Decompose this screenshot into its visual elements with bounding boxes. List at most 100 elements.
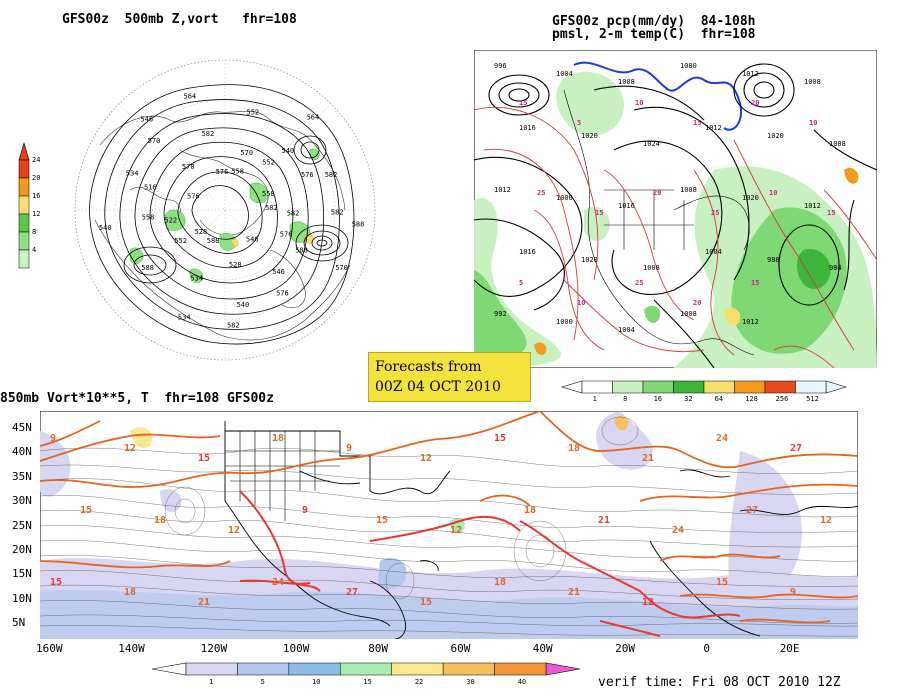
polar-contour-label: 540 [99, 224, 112, 232]
polar-contour-label: 588 [352, 221, 365, 229]
polar-contour-label: 540 [237, 301, 250, 309]
precip-temp-label: 15 [595, 209, 603, 217]
polar-contour-label: 588 [207, 237, 220, 245]
precip-colorbar-swatch [764, 380, 796, 394]
polar-contour-label: 588 [141, 264, 154, 272]
vort850-lat-label: 15N [12, 567, 32, 581]
precip-isobar-label: 1016 [519, 124, 536, 132]
precip-isobar-label: 1004 [618, 326, 635, 334]
polar-contour-label: 522 [165, 216, 178, 224]
polar-contour-label: 564 [307, 113, 320, 121]
polar-contour-label: 516 [144, 184, 157, 192]
precip-temp-labels: 15 5 10 15 20 10 25 15 20 25 10 15 5 10 25 20 15 [519, 99, 835, 307]
precip-colorbar-swatch [734, 380, 766, 394]
vort850-temp-label: 21 [568, 587, 580, 598]
precip-temp-label: 20 [693, 299, 701, 307]
vort850-temp-label: 21 [598, 515, 610, 526]
vort850-map: 9 12 15 18 9 12 15 18 21 24 27 15 18 12 9 15 12 18 21 24 27 1… [40, 411, 858, 639]
precip-isobar-label: 1004 [705, 248, 722, 256]
vort850-temp-label: 15 [376, 515, 388, 526]
vort850-temp-label: 9 [346, 443, 352, 454]
vort850-temp-label: 21 [198, 597, 210, 608]
vort850-lon-label: 20W [615, 642, 635, 655]
vort850-colorbar: 1 5 10 15 22 30 40 [151, 662, 581, 686]
vort850-temp-label: 12 [450, 525, 462, 536]
polar-contour-label: 582 [265, 204, 278, 212]
precip-isobar-label: 1020 [742, 194, 759, 202]
precip-temp-label: 15 [519, 99, 527, 107]
vort850-temp-label: 18 [524, 505, 536, 516]
polar-contour-labels: 5825765465405345285225165705645585525765… [99, 93, 364, 330]
vort850-temp-label: 15 [494, 433, 506, 444]
polar-contour-label: 570 [240, 149, 253, 157]
precip-colorbar-label: 1 [593, 395, 597, 402]
vort850-temp-label: 18 [154, 515, 166, 526]
vort850-temp-label: 21 [642, 453, 654, 464]
vort850-lat-label: 10N [12, 591, 32, 605]
precip-colorbar-swatch [795, 380, 827, 394]
precip-colorbar-swatch [612, 380, 644, 394]
vort850-lat-label: 30N [12, 494, 32, 508]
precip-isobar-label: 1004 [556, 70, 573, 78]
precip-isobar-labels: 9961004100810801012100810161020102410121… [494, 62, 846, 334]
precip-colorbar-left-arrow [560, 380, 583, 394]
polar-outer-circle [74, 59, 376, 361]
polar-map: 5825765465405345285225165705645585525765… [74, 59, 376, 361]
vort850-temp-label: 24 [672, 525, 684, 536]
polar-colorbar-label: 12 [32, 210, 40, 218]
polar-colorbar-label: 4 [32, 246, 36, 254]
polar-contour-label: 534 [190, 274, 203, 282]
precip-isobar-label: 1008 [804, 78, 821, 86]
precip-isobar-label: 1008 [680, 310, 697, 318]
polar-contour-label: 558 [262, 190, 275, 198]
precip-isobar-label: 1020 [581, 132, 598, 140]
polar-contour-label: 576 [216, 168, 229, 176]
vort850-temp-label: 15 [716, 577, 728, 588]
polar-colorbar-swatch [18, 213, 30, 233]
precip-temp-label: 15 [693, 119, 701, 127]
vort850-temp-label: 18 [494, 577, 506, 588]
polar-contour-label: 552 [262, 158, 275, 166]
precip-colorbar-label: 256 [776, 395, 789, 402]
polar-colorbar-label: 8 [32, 228, 36, 236]
vort850-colorbar-label: 22 [415, 678, 423, 686]
polar-lat-circle [154, 139, 296, 281]
polar-contour-label: 576 [280, 231, 293, 239]
vort850-colorbar-swatch [237, 662, 290, 676]
vort850-temp-label: 15 [420, 597, 432, 608]
polar-contour-label: 582 [227, 322, 240, 330]
polar-contour-label: 546 [140, 116, 153, 124]
vort850-isotherms-red [239, 490, 741, 637]
vort850-temp-label: 27 [790, 443, 802, 454]
precip-temp-label: 5 [577, 119, 581, 127]
precip-isobar-label: 1000 [556, 194, 573, 202]
vort850-temp-label: 15 [80, 505, 92, 516]
precip-isobar-label: 1016 [519, 248, 536, 256]
vort850-colorbar-label: 15 [363, 678, 371, 686]
vort850-lon-label: 60W [450, 642, 471, 655]
vort850-colorbar-swatch [391, 662, 444, 676]
polar-contour-label: 558 [231, 168, 244, 176]
polar-contour-label: 528 [195, 228, 208, 236]
vort850-lat-label: 40N [12, 445, 32, 459]
vort850-temp-label: 12 [228, 525, 240, 536]
vort850-lon-label: 40W [532, 642, 553, 655]
polar-contour-label: 582 [331, 209, 344, 217]
polar-colorbar-swatch [18, 177, 30, 197]
precip-colorbar-label: 32 [684, 395, 692, 402]
precip-isobar-label: 1080 [680, 62, 697, 70]
polar-contour-label: 570 [335, 264, 348, 272]
precip-temp-label: 25 [537, 189, 545, 197]
precip-isobar-label: 1012 [742, 70, 759, 78]
vort850-temp-label: 18 [272, 433, 284, 444]
vort850-lon-label: 0 [703, 642, 711, 655]
precip-isobar-label: 1012 [494, 186, 511, 194]
precip-temp-label: 25 [711, 209, 719, 217]
vort850-lon-label: 120W [200, 642, 228, 655]
precip-colorbar-label: 128 [745, 395, 758, 402]
polar-coastlines [94, 110, 351, 341]
vort850-colorbar-swatch [494, 662, 547, 676]
polar-contour-label: 582 [287, 209, 300, 217]
precip-colorbar-swatch [581, 380, 613, 394]
precip-isobar-label: 1008 [643, 264, 660, 272]
